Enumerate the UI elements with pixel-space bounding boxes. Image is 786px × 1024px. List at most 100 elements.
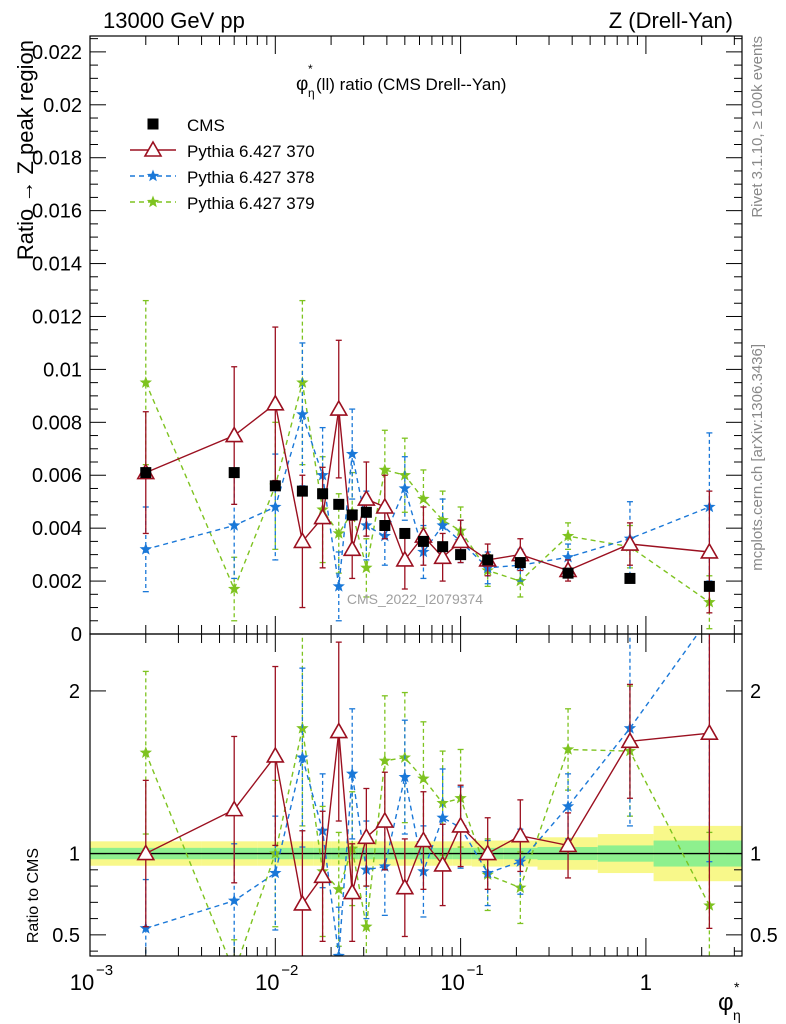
data-point-py370 (136, 843, 156, 861)
x-tick-label: 1 (640, 970, 652, 995)
data-point-cms (317, 488, 329, 500)
mcplots-source-label: mcplots.cern.ch [arXiv:1306.3436] (749, 344, 766, 571)
y-tick-label: 0.014 (32, 254, 82, 276)
title-superscript: * (308, 62, 313, 76)
data-point-py378 (346, 767, 359, 780)
data-point-py379 (332, 527, 345, 539)
ratio-y-tick-label-right: 0.5 (750, 925, 778, 947)
x-tick-label-exponent: −2 (281, 962, 298, 979)
data-point-py370 (313, 866, 332, 884)
data-point-py378 (436, 811, 449, 823)
data-point-py378 (346, 447, 359, 460)
data-point-py378 (269, 500, 282, 513)
data-point-py370 (395, 878, 415, 895)
series-line-py378 (145, 412, 710, 587)
main-y-axis-label: Ratio → Z peak region (13, 40, 38, 260)
header-right: Z (Drell-Yan) (609, 8, 733, 33)
series-py370 (136, 326, 719, 614)
data-point-cms (379, 520, 391, 532)
data-point-py370 (224, 800, 244, 817)
y-tick-label: 0.016 (32, 201, 82, 223)
data-point-py378 (398, 770, 411, 783)
ratio-y-tick-label-left: 2 (69, 681, 80, 703)
x-tick-label-exponent: −3 (96, 962, 113, 979)
data-point-py378 (296, 751, 309, 763)
ratio-y-tick-label-right: 1 (750, 844, 761, 866)
data-point-py370 (510, 826, 530, 843)
data-point-cms (360, 506, 372, 518)
data-point-py378 (228, 894, 241, 906)
data-point-py378 (561, 550, 575, 563)
data-point-py379 (436, 796, 449, 809)
analysis-watermark: CMS_2022_I2079374 (347, 591, 483, 607)
data-point-py370 (329, 399, 349, 416)
x-tick-label: 10 (70, 970, 94, 995)
data-point-py370 (433, 547, 453, 565)
data-point-py378 (398, 482, 411, 494)
ratio-y-tick-label-left: 0.5 (52, 925, 80, 947)
y-tick-label: 0 (71, 624, 82, 646)
data-point-cms (482, 554, 494, 566)
data-point-py378 (436, 519, 449, 531)
legend-label-py379: Pythia 6.427 379 (187, 194, 315, 213)
legend-item-py370: Pythia 6.427 370 (130, 140, 315, 161)
data-point-py370 (620, 731, 640, 749)
title-text: (ll) ratio (CMS Drell--Yan) (316, 75, 506, 94)
data-point-py378 (332, 949, 345, 956)
data-point-cms (417, 535, 429, 547)
data-point-py379 (360, 561, 373, 574)
y-tick-label: 0.01 (43, 359, 82, 381)
legend-marker-py378 (146, 169, 160, 182)
series-line-py379 (145, 382, 710, 603)
data-point-py370 (356, 827, 376, 845)
series-cms (140, 467, 715, 592)
data-point-py379 (417, 492, 430, 505)
legend-marker-py370 (143, 140, 163, 157)
y-tick-label: 0.006 (32, 465, 82, 487)
data-point-py370 (620, 534, 640, 551)
series-line-py370 (145, 731, 710, 906)
data-point-py370 (342, 882, 362, 900)
legend-item-py378: Pythia 6.427 378 (130, 168, 315, 187)
x-label-superscript: * (734, 979, 740, 995)
y-tick-label: 0.008 (32, 412, 82, 434)
x-tick-label: 10 (440, 970, 464, 995)
x-label-symbol: φ (718, 989, 734, 1016)
data-point-py378 (332, 579, 345, 592)
data-point-py370 (293, 894, 312, 911)
data-point-cms (514, 557, 526, 569)
legend: CMS Pythia 6.427 370 Pythia 6.427 378 Pythi… (130, 116, 315, 213)
y-tick-label: 0.012 (32, 306, 82, 328)
data-point-py370 (293, 531, 312, 549)
data-point-cms (455, 549, 467, 561)
data-point-py370 (478, 843, 498, 861)
y-tick-label: 0.002 (32, 571, 82, 593)
data-point-cms (228, 467, 240, 479)
data-point-py370 (433, 855, 453, 872)
ratio-y-tick-label-left: 1 (69, 844, 80, 866)
y-tick-label: 0.004 (32, 518, 82, 540)
legend-item-py379: Pythia 6.427 379 (130, 194, 315, 213)
x-label-subscript: η (733, 1007, 741, 1023)
data-point-py370 (395, 550, 415, 567)
series-py379 (139, 634, 716, 956)
y-tick-label: 0.02 (43, 95, 82, 117)
data-point-py370 (329, 721, 349, 739)
data-point-py378 (296, 407, 309, 420)
data-point-py378 (228, 519, 241, 531)
data-point-cms (269, 480, 281, 492)
rivet-version-label: Rivet 3.1.10, ≥ 100k events (749, 36, 766, 218)
data-point-py379 (360, 920, 373, 932)
ratio-frame (89, 633, 743, 957)
series-line-py379 (145, 728, 711, 956)
data-point-py370 (699, 723, 719, 741)
series-line-py370 (145, 402, 710, 572)
title-subscript: η (308, 86, 315, 100)
main-panel: 0 0.002 0.004 0.006 0.008 0.01 0.012 0.014 0.016… (32, 35, 743, 646)
data-point-py379 (332, 882, 345, 895)
series-line-py378 (145, 634, 699, 956)
data-point-py379 (417, 772, 430, 784)
header-left: 13000 GeV pp (103, 8, 245, 33)
data-point-py379 (378, 754, 391, 767)
